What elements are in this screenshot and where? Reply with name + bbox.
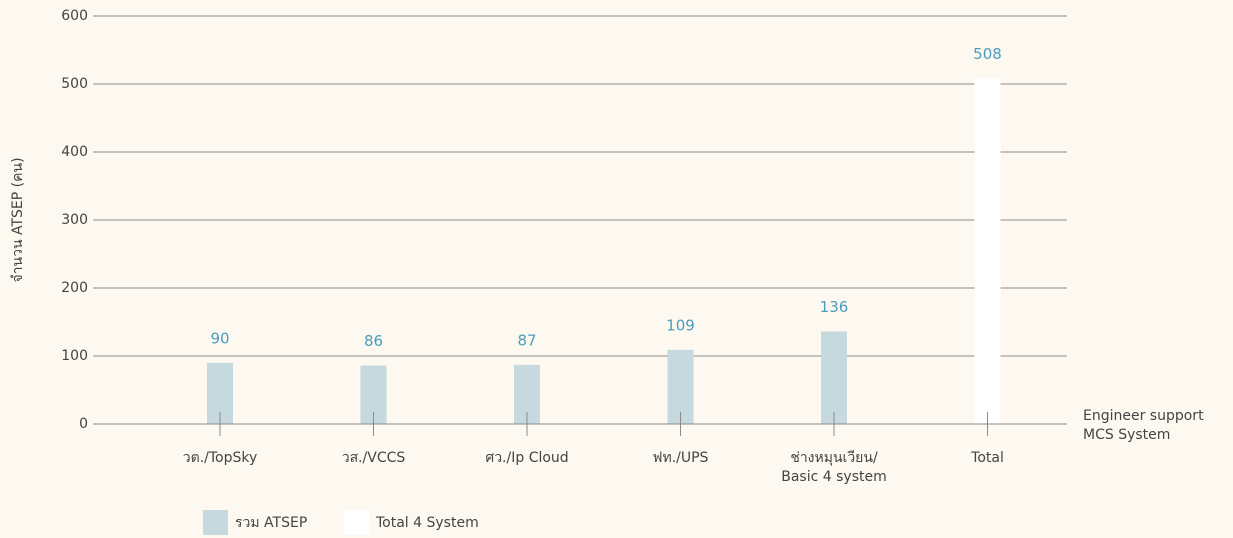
value-label: 87 [517,331,536,349]
x-tick-label: ศว./Ip Cloud [485,450,569,466]
y-tick-label: 400 [61,144,88,160]
y-tick-label: 100 [61,348,88,364]
bar [667,349,694,424]
x-tick-label: วต./TopSky [182,450,258,466]
y-tick-label: 500 [61,76,88,92]
value-label: 508 [973,45,1002,63]
x-tick-label: ช่างหมุนเวียน/ Basic 4 system [781,450,887,485]
value-label: 86 [364,332,383,350]
x-tick-label: วส./VCCS [341,450,406,466]
legend-swatch [344,510,369,535]
legend-label: Total 4 System [375,515,479,531]
y-tick-label: 300 [61,212,88,228]
bar [821,331,847,424]
value-label: 136 [820,298,849,316]
grid [93,15,1067,425]
y-tick-label: 0 [79,416,88,432]
x-axis-label: Engineer support MCS System [1083,408,1204,443]
bar [974,78,1001,424]
y-axis-label: จำนวน ATSEP (คน) [10,157,26,282]
value-label: 90 [210,329,229,347]
y-tick-label: 600 [61,8,88,24]
x-tick-label: ฟท./UPS [652,450,709,466]
x-tick-label: Total [971,450,1004,466]
value-label: 109 [666,316,695,334]
legend-swatch [203,510,228,535]
y-tick-label: 200 [61,280,88,296]
legend-label: รวม ATSEP [235,515,307,531]
